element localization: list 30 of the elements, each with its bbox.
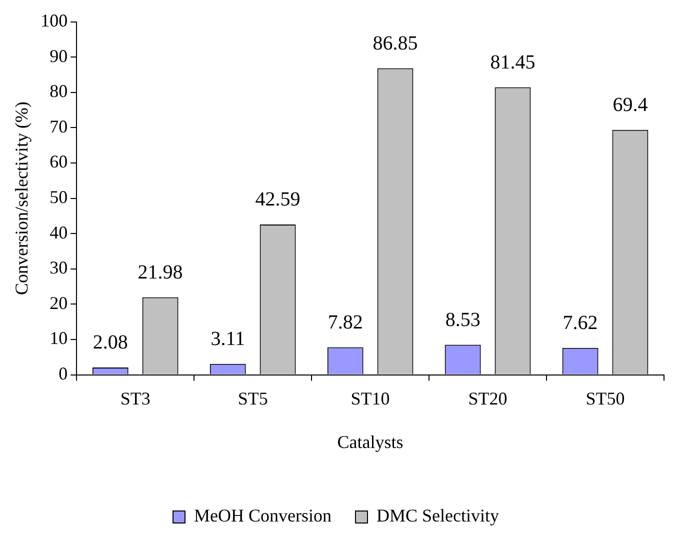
- data-label: 7.62: [562, 312, 598, 334]
- y-tick-label: 70: [50, 116, 68, 136]
- y-tick-label: 60: [50, 152, 68, 172]
- data-label: 21.98: [138, 261, 183, 284]
- y-tick-label: 10: [50, 328, 68, 348]
- y-tick-label: 100: [40, 10, 68, 31]
- y-tick-label: 20: [50, 292, 68, 313]
- data-label: 42.59: [255, 188, 300, 211]
- x-tick-label: ST10: [350, 388, 390, 408]
- y-tick-label: 90: [50, 46, 68, 66]
- y-tick-label: 50: [50, 187, 68, 208]
- y-axis-title: Conversion/selectivity (%): [12, 102, 32, 296]
- legend-label: DMC Selectivity: [376, 506, 499, 526]
- data-label: 7.82: [328, 311, 363, 334]
- x-tick-label: ST20: [468, 388, 508, 408]
- data-label: 69.4: [612, 94, 648, 116]
- data-label: 86.85: [372, 32, 418, 54]
- x-tick-label: ST5: [238, 388, 268, 408]
- legend-label: MeOH Conversion: [194, 506, 332, 526]
- data-label: 2.08: [92, 332, 128, 354]
- x-axis-title: Catalysts: [337, 432, 404, 452]
- x-tick-label: ST3: [120, 388, 150, 408]
- x-tick-label: ST50: [586, 388, 625, 408]
- y-tick-label: 30: [50, 258, 68, 278]
- data-label: 81.45: [490, 52, 536, 74]
- y-tick-label: 40: [50, 222, 68, 242]
- y-tick-label: 0: [58, 364, 68, 384]
- y-tick-label: 80: [50, 81, 68, 102]
- data-label: 3.11: [210, 328, 245, 350]
- data-label: 8.53: [445, 308, 480, 331]
